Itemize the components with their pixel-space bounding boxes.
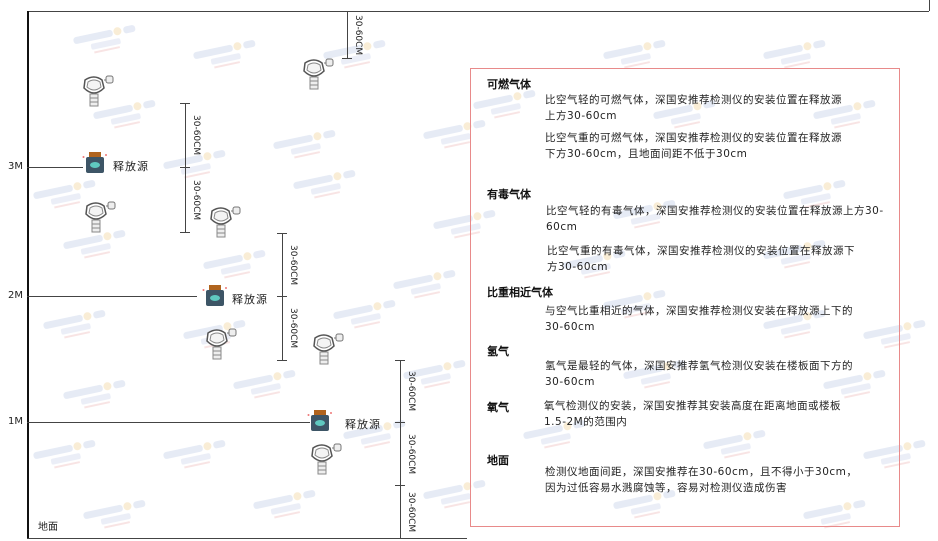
level-2m: 2M xyxy=(8,290,23,301)
dimension-line xyxy=(400,360,401,422)
watermark-logo xyxy=(330,300,400,330)
dimension-tick xyxy=(342,11,352,12)
dimension-label: 30-60CM xyxy=(288,308,298,349)
release-source-label: 释放源 xyxy=(232,293,268,306)
watermark-logo xyxy=(200,250,270,280)
dimension-label: 30-60CM xyxy=(353,14,363,55)
release-source-label: 释放源 xyxy=(113,160,149,173)
watermark-logo xyxy=(250,490,320,520)
ground-title: 地面 xyxy=(487,454,509,467)
release-source-label: 释放源 xyxy=(345,418,381,431)
release-source-icon xyxy=(82,152,108,174)
watermark-logo xyxy=(290,170,360,200)
ground-text: 检测仪地面间距，深国安推荐在30-60cm，且不得小于30cm，因为过低容易水溅… xyxy=(545,466,858,494)
hydrogen-title: 氢气 xyxy=(487,345,509,358)
dimension-label: 30-60CM xyxy=(288,244,298,285)
toxic-heavy-text: 比空气重的有毒气体，深国安推荐检测仪的安装位置在释放源下方30-60cm xyxy=(547,245,855,273)
watermark-logo xyxy=(80,500,150,530)
dimension-tick xyxy=(395,538,405,539)
dimension-tick xyxy=(180,232,190,233)
gas-detector-icon xyxy=(207,205,243,239)
dimension-line xyxy=(282,296,283,360)
gas-detector-icon xyxy=(80,74,116,108)
release-source-icon xyxy=(307,410,333,432)
dimension-tick xyxy=(342,58,352,59)
notes-panel xyxy=(470,68,900,527)
dimension-line xyxy=(185,167,186,232)
dimension-line xyxy=(282,233,283,296)
gas-detector-icon xyxy=(310,332,346,366)
gas-detector-icon xyxy=(203,327,239,361)
oxygen-title: 氧气 xyxy=(487,401,509,414)
watermark-logo xyxy=(40,310,110,340)
dimension-line xyxy=(400,485,401,538)
similar-text: 与空气比重相近的气体，深国安推荐检测仪安装在释放源上下的30-60cm xyxy=(545,305,853,333)
watermark-logo xyxy=(270,130,340,160)
hydrogen-text: 氢气是最轻的气体，深国安推荐氢气检测仪安装在楼板面下方的30-60cm xyxy=(545,360,853,388)
dimension-tick xyxy=(277,233,287,234)
dimension-label: 30-60CM xyxy=(406,491,416,532)
dimension-label: 30-60CM xyxy=(406,371,416,412)
gas-detector-icon xyxy=(308,442,344,476)
dimension-label: 30-60CM xyxy=(406,433,416,474)
dimension-label: 30-60CM xyxy=(191,115,201,156)
oxygen-text: 氧气检测仪的安装，深国安推荐其安装高度在距离地面或楼板1.5-2M的范围内 xyxy=(544,400,841,428)
watermark-logo xyxy=(60,230,130,260)
toxic-light-text: 比空气轻的有毒气体，深国安推荐检测仪的安装位置在释放源上方30-60cm xyxy=(546,205,884,233)
watermark-logo xyxy=(70,25,140,55)
watermark-logo xyxy=(390,270,460,300)
dimension-tick xyxy=(180,167,190,168)
ceiling-edge xyxy=(929,0,930,11)
dimension-line xyxy=(185,103,186,167)
combustible-heavy-text: 比空气重的可燃气体，深国安推荐检测仪的安装位置在释放源下方30-60cm，且地面… xyxy=(545,132,842,160)
ceiling-line xyxy=(27,11,929,12)
watermark-logo xyxy=(760,40,830,70)
level-2m-line xyxy=(27,296,197,297)
watermark-logo xyxy=(190,40,260,70)
dimension-tick xyxy=(277,360,287,361)
watermark-logo xyxy=(60,380,130,410)
dimension-tick xyxy=(395,422,405,423)
gas-detector-icon xyxy=(82,200,118,234)
wall-line xyxy=(27,11,29,539)
ground-label: 地面 xyxy=(38,522,58,533)
combustible-title: 可燃气体 xyxy=(487,78,531,91)
dimension-tick xyxy=(277,296,287,297)
dimension-line xyxy=(400,422,401,485)
floor-line xyxy=(27,538,467,539)
watermark-logo xyxy=(30,440,100,470)
level-3m-line xyxy=(27,167,83,168)
similar-title: 比重相近气体 xyxy=(487,286,553,299)
level-1m-line xyxy=(27,422,310,423)
dimension-label: 30-60CM xyxy=(191,179,201,220)
toxic-title: 有毒气体 xyxy=(487,188,531,201)
dimension-tick xyxy=(395,360,405,361)
watermark-logo xyxy=(600,40,670,70)
level-1m: 1M xyxy=(8,416,23,427)
dimension-tick xyxy=(395,485,405,486)
gas-detector-icon xyxy=(300,57,336,91)
dimension-tick xyxy=(180,103,190,104)
level-3m: 3M xyxy=(8,161,23,172)
combustible-light-text: 比空气轻的可燃气体，深国安推荐检测仪的安装位置在释放源上方30-60cm xyxy=(545,94,842,122)
release-source-icon xyxy=(202,285,228,307)
watermark-logo xyxy=(160,440,230,470)
dimension-line xyxy=(347,11,348,58)
watermark-logo xyxy=(230,370,300,400)
